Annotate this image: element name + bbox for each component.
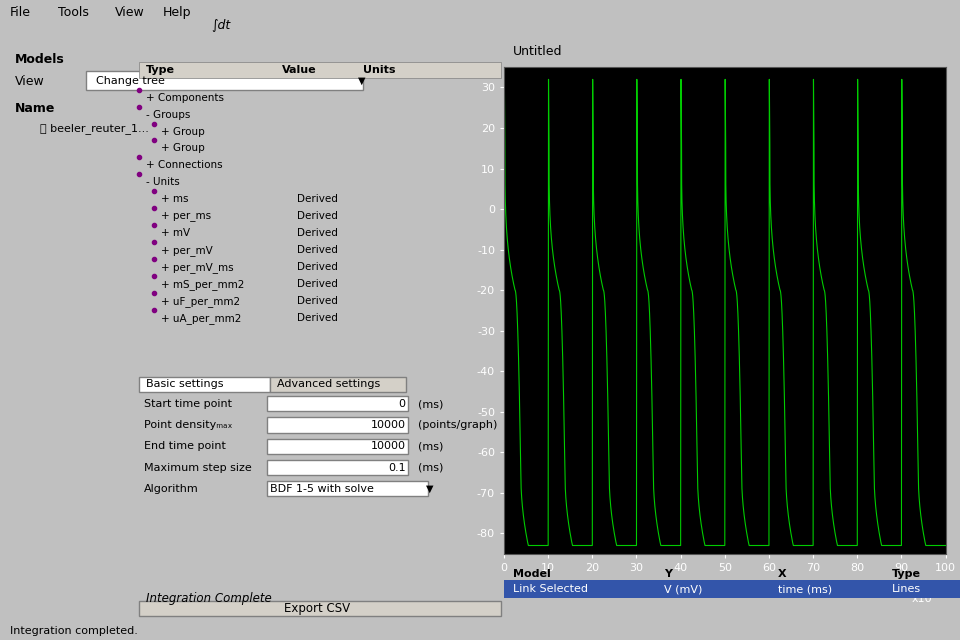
Text: Untitled: Untitled bbox=[513, 45, 563, 58]
FancyBboxPatch shape bbox=[495, 580, 502, 603]
Text: Integration Complete: Integration Complete bbox=[146, 593, 272, 605]
Text: + mS_per_mm2: + mS_per_mm2 bbox=[161, 279, 245, 290]
Text: Derived: Derived bbox=[298, 211, 338, 221]
Text: + per_mV: + per_mV bbox=[161, 245, 213, 256]
Text: + uA_per_mm2: + uA_per_mm2 bbox=[161, 313, 242, 324]
Text: + Group: + Group bbox=[161, 127, 205, 136]
Text: Type: Type bbox=[892, 569, 921, 579]
Text: Export CSV: Export CSV bbox=[284, 602, 350, 615]
Text: Algorithm: Algorithm bbox=[144, 484, 199, 494]
Text: x10²: x10² bbox=[912, 594, 937, 604]
Text: BDF 1-5 with solve: BDF 1-5 with solve bbox=[270, 484, 373, 494]
Text: + uF_per_mm2: + uF_per_mm2 bbox=[161, 296, 240, 307]
FancyBboxPatch shape bbox=[267, 417, 408, 433]
Text: 10000: 10000 bbox=[371, 420, 406, 430]
Text: Point densityₘₐₓ: Point densityₘₐₓ bbox=[144, 420, 232, 430]
FancyBboxPatch shape bbox=[267, 396, 408, 412]
Text: Change tree: Change tree bbox=[96, 76, 164, 86]
Text: X: X bbox=[778, 569, 786, 579]
FancyBboxPatch shape bbox=[267, 438, 408, 454]
FancyBboxPatch shape bbox=[138, 63, 501, 77]
Text: + ms: + ms bbox=[161, 195, 189, 204]
FancyBboxPatch shape bbox=[267, 481, 428, 496]
Text: V (mV): V (mV) bbox=[663, 584, 702, 595]
Text: Value: Value bbox=[282, 65, 317, 75]
Text: Derived: Derived bbox=[298, 313, 338, 323]
Text: - Groups: - Groups bbox=[146, 109, 190, 120]
FancyBboxPatch shape bbox=[267, 460, 408, 475]
Text: Start time point: Start time point bbox=[144, 399, 231, 409]
FancyBboxPatch shape bbox=[138, 601, 501, 616]
Text: Derived: Derived bbox=[298, 296, 338, 306]
Text: 10000: 10000 bbox=[371, 442, 406, 451]
Text: ▼: ▼ bbox=[426, 484, 433, 494]
Text: (ms): (ms) bbox=[419, 442, 444, 451]
Text: (points/graph): (points/graph) bbox=[419, 420, 497, 430]
Text: 0: 0 bbox=[398, 399, 406, 409]
Text: - Units: - Units bbox=[146, 177, 180, 188]
Text: Maximum step size: Maximum step size bbox=[144, 463, 252, 472]
FancyBboxPatch shape bbox=[138, 377, 270, 392]
Text: Models: Models bbox=[15, 53, 65, 67]
Text: + Group: + Group bbox=[161, 143, 205, 154]
Text: Y: Y bbox=[663, 569, 672, 579]
Text: Integration completed.: Integration completed. bbox=[10, 626, 138, 636]
Text: Basic settings: Basic settings bbox=[146, 379, 224, 389]
Text: File: File bbox=[10, 6, 31, 19]
Text: Name: Name bbox=[15, 102, 56, 115]
Text: Lines: Lines bbox=[892, 584, 921, 595]
Text: (ms): (ms) bbox=[419, 463, 444, 472]
Text: View: View bbox=[15, 74, 45, 88]
Text: Help: Help bbox=[163, 6, 192, 19]
Text: View: View bbox=[115, 6, 145, 19]
Text: (ms): (ms) bbox=[419, 399, 444, 409]
Text: 0.1: 0.1 bbox=[388, 463, 406, 472]
Text: + per_mV_ms: + per_mV_ms bbox=[161, 262, 234, 273]
FancyBboxPatch shape bbox=[85, 72, 363, 90]
Text: Type: Type bbox=[146, 65, 175, 75]
Text: Derived: Derived bbox=[298, 279, 338, 289]
Text: Derived: Derived bbox=[298, 195, 338, 204]
Text: Advanced settings: Advanced settings bbox=[277, 379, 380, 389]
Text: + mV: + mV bbox=[161, 228, 190, 238]
FancyBboxPatch shape bbox=[495, 580, 960, 603]
Text: + Components: + Components bbox=[146, 93, 224, 102]
Text: + Connections: + Connections bbox=[146, 161, 223, 170]
Text: Link Selected: Link Selected bbox=[513, 584, 588, 595]
Text: + per_ms: + per_ms bbox=[161, 211, 211, 221]
FancyBboxPatch shape bbox=[270, 377, 406, 392]
Text: Units: Units bbox=[363, 65, 396, 75]
Text: Tools: Tools bbox=[58, 6, 88, 19]
Text: Derived: Derived bbox=[298, 245, 338, 255]
Text: 🔴 beeler_reuter_1...: 🔴 beeler_reuter_1... bbox=[40, 123, 149, 134]
Text: End time point: End time point bbox=[144, 442, 226, 451]
Text: ∫dt: ∫dt bbox=[211, 18, 230, 31]
Text: Derived: Derived bbox=[298, 228, 338, 238]
Text: Model: Model bbox=[513, 569, 551, 579]
Text: Derived: Derived bbox=[298, 262, 338, 272]
Text: ▼: ▼ bbox=[358, 76, 366, 86]
Text: time (ms): time (ms) bbox=[778, 584, 831, 595]
